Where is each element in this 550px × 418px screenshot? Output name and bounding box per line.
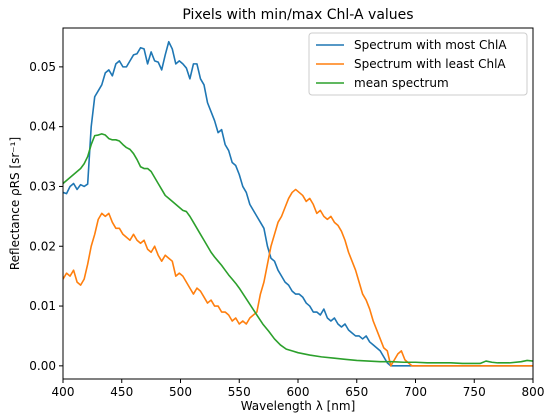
series-layer	[63, 40, 533, 367]
x-tick-label: 550	[228, 385, 251, 399]
y-axis: 0.00 0.01 0.02 0.03 0.04 0.05	[29, 60, 63, 373]
x-axis: 400 450 500 550 600 650 700 750 800	[52, 379, 545, 399]
legend-label: Spectrum with most ChlA	[354, 38, 507, 52]
y-tick-label: 0.02	[29, 239, 56, 253]
y-tick-label: 0.01	[29, 299, 56, 313]
x-tick-label: 600	[287, 385, 310, 399]
y-tick-label: 0.05	[29, 60, 56, 74]
x-tick-label: 500	[169, 385, 192, 399]
series-line-1	[63, 188, 533, 367]
x-tick-label: 650	[345, 385, 368, 399]
x-axis-title: Wavelength λ [nm]	[241, 399, 356, 413]
y-tick-label: 0.00	[29, 359, 56, 373]
legend-label: Spectrum with least ChlA	[354, 57, 506, 71]
x-tick-label: 750	[463, 385, 486, 399]
chart-title: Pixels with min/max Chl-A values	[182, 7, 413, 23]
x-tick-label: 450	[110, 385, 133, 399]
x-tick-label: 400	[52, 385, 75, 399]
y-tick-label: 0.03	[29, 179, 56, 193]
x-tick-label: 700	[404, 385, 427, 399]
legend: Spectrum with most ChlA Spectrum with lea…	[308, 32, 528, 96]
legend-label: mean spectrum	[354, 76, 449, 90]
y-axis-title: Reflectance ρRS [sr⁻¹]	[8, 137, 22, 270]
series-line-2	[63, 133, 533, 365]
x-tick-label: 800	[522, 385, 545, 399]
plot-area	[63, 40, 533, 367]
legend-box	[308, 32, 528, 96]
y-tick-label: 0.04	[29, 120, 56, 134]
